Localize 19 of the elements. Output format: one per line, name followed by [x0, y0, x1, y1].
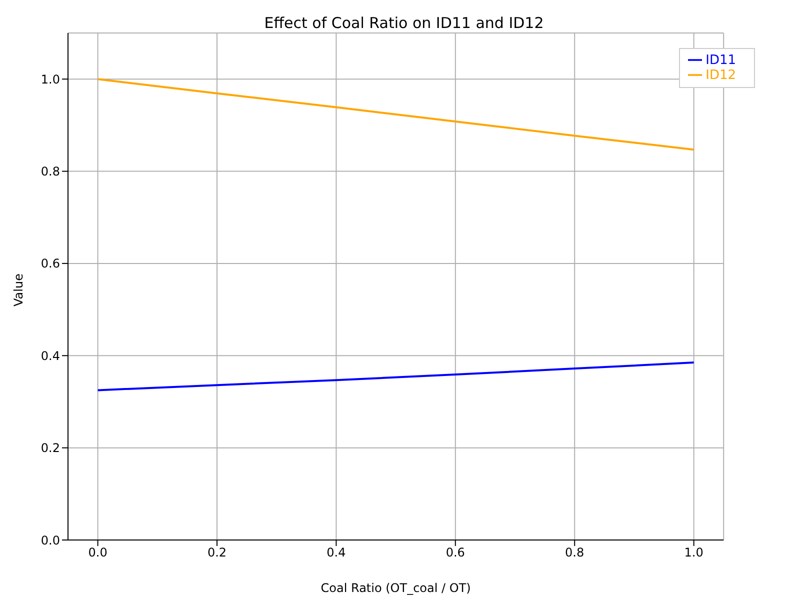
legend-label: ID11	[706, 53, 736, 68]
y-tick-label: 0.6	[40, 256, 60, 271]
x-tick-label: 0.6	[446, 546, 465, 560]
y-tick-label: 1.0	[40, 72, 60, 86]
x-tick-label: 0.2	[207, 546, 227, 560]
x-axis-title: Coal Ratio (OT_coal / OT)	[320, 581, 471, 595]
x-tick-label: 1.0	[684, 546, 704, 560]
y-axis-title: Value	[11, 274, 26, 306]
line-series	[96, 362, 695, 392]
line-series	[96, 78, 695, 151]
chart-title: Effect of Coal Ratio on ID11 and ID12	[263, 14, 545, 32]
y-tick-label: 0.4	[40, 348, 60, 363]
legend-label: ID12	[706, 68, 736, 83]
x-tick-label: 0.0	[88, 546, 108, 560]
y-tick-label: 0.2	[40, 441, 60, 456]
x-tick-label: 0.4	[326, 546, 346, 560]
x-tick-label: 0.8	[565, 546, 584, 560]
y-tick-label: 0.8	[40, 164, 60, 179]
y-tick-label: 0.0	[40, 533, 60, 548]
